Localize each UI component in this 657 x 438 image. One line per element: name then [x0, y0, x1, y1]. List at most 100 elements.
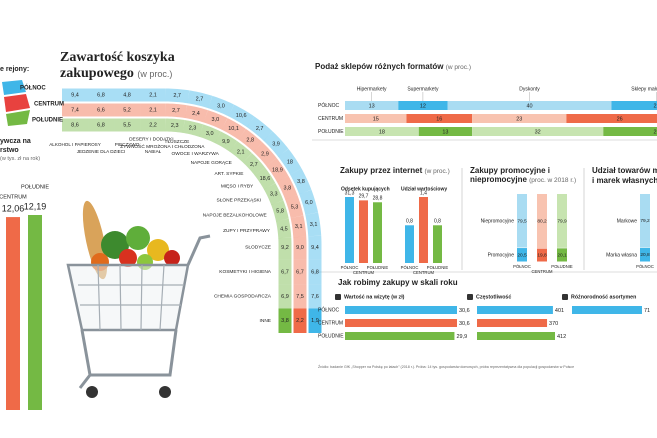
band-segment: [208, 95, 235, 117]
value-label: 80,2: [537, 219, 547, 225]
band-segment: [266, 158, 289, 183]
basket: [66, 263, 190, 332]
category-label: NAPOJE BEZALKOHOLOWE: [203, 212, 267, 218]
stack-segment: [557, 194, 567, 248]
value-label: 10,1: [228, 126, 239, 132]
row-label: POŁUDNIE: [318, 129, 344, 135]
map-region: [6, 110, 30, 126]
stack-segment: [640, 247, 650, 262]
source-note: Źródło: badanie GfK „Shopper na Polskę p…: [318, 365, 575, 369]
value-label: 29,7: [359, 194, 369, 200]
series-label: Markowe: [617, 218, 638, 224]
bar: [6, 217, 20, 410]
category-label: POŁUDNIE: [551, 264, 573, 269]
value-label: 18: [379, 129, 385, 135]
fruit: [164, 250, 180, 266]
bar: [345, 197, 354, 263]
stack-segment: [517, 194, 527, 248]
wheel: [86, 386, 98, 398]
stack-segment: [557, 248, 567, 262]
category-label: POŁUDNIE: [367, 265, 389, 270]
value-label: 2,1: [149, 92, 157, 98]
category-label: POŁUDNIE: [427, 265, 449, 270]
bar: [345, 306, 457, 314]
value-label: 3,1: [295, 224, 303, 230]
row-label: POŁUDNIE: [318, 333, 344, 339]
category-label: PÓŁNOC: [341, 265, 359, 270]
value-label: 2,8: [246, 138, 254, 144]
chart-title: Zawartość koszyka zakupowego (w proc.): [60, 50, 190, 82]
value-label: 2,1: [237, 149, 245, 155]
series-label: Niepromocyjne: [481, 218, 515, 224]
band-segment: [254, 167, 276, 190]
stack-segment: [566, 114, 657, 123]
stack-segment: [406, 114, 473, 123]
value-label: 1,9: [311, 318, 319, 324]
value-label: 3,9: [272, 142, 280, 148]
band-segment: [275, 218, 292, 239]
fruit: [119, 249, 137, 267]
map-region: [4, 94, 30, 112]
stack-segment: [611, 101, 657, 110]
band-segment: [165, 88, 190, 104]
category-label: TŁUSZCZE: [165, 139, 190, 145]
value-label: 3,0: [206, 131, 214, 137]
value-label: 12,19: [24, 201, 47, 211]
band-segment: [243, 153, 265, 176]
value-label: 5,2: [123, 107, 131, 113]
value-label: 5,8: [276, 209, 284, 215]
value-label: 3,0: [217, 103, 225, 109]
category-label: ALKOHOL I PAPIEROSY: [49, 142, 101, 147]
category-label: NAPOJE GORĄCE: [191, 160, 232, 166]
value-label: 19,8: [537, 253, 547, 259]
chart-title: Zakupy promocyjne i niepromocyjne (proc.…: [470, 166, 582, 185]
group-label: Wartość na wizytę (w zł): [344, 294, 405, 300]
value-label: 5,5: [123, 122, 131, 128]
band-segment: [285, 195, 304, 219]
value-label: 3,3: [270, 192, 278, 198]
bar: [433, 225, 442, 263]
value-label: 0,8: [434, 219, 441, 225]
chart-unit: (w tys. zł na rok): [0, 156, 41, 162]
legend-title: e rejony:: [0, 66, 30, 73]
icon: [467, 294, 473, 300]
value-label: 2,2: [296, 318, 304, 324]
band-segment: [277, 175, 298, 200]
series-label: Hipermarkety: [357, 86, 387, 92]
stack-segment: [537, 248, 547, 262]
wheel: [159, 386, 171, 398]
value-label: 3,8: [297, 179, 305, 185]
value-label: 20,8: [640, 252, 650, 258]
bar: [345, 332, 455, 340]
value-label: 9,2: [281, 245, 289, 251]
value-label: 3,8: [284, 185, 292, 191]
value-label: 32: [535, 129, 541, 135]
band-segment: [271, 200, 289, 222]
chart-title: Zakupy przez internet (w proc.): [340, 166, 450, 175]
value-label: 2,2: [149, 122, 157, 128]
value-label: 22: [654, 103, 657, 109]
bar: [477, 306, 553, 314]
value-label: 30,6: [459, 308, 470, 314]
band-segment: [228, 104, 255, 128]
value-label: 40: [526, 103, 532, 109]
cart-illustration: [66, 200, 211, 398]
value-label: 26: [654, 129, 657, 135]
series-label: Supermarkety: [407, 86, 439, 92]
bar: [419, 197, 428, 263]
value-label: 79,5: [517, 218, 527, 224]
value-label: 2,7: [196, 96, 204, 102]
band-segment: [215, 131, 238, 152]
value-label: 16: [436, 116, 442, 122]
value-label: 79,2: [640, 218, 650, 224]
value-label: 6,9: [281, 294, 289, 300]
value-label: 412: [557, 334, 566, 340]
stack-segment: [472, 127, 604, 136]
legend-label: POŁUDNIE: [32, 118, 63, 124]
value-label: 8,6: [71, 122, 79, 128]
stack-segment: [345, 101, 399, 110]
value-label: 4,8: [123, 92, 131, 98]
chart-title: Podaż sklepów różnych formatów (w proc.): [315, 62, 471, 71]
band-segment: [290, 168, 312, 195]
band-segment: [187, 90, 213, 109]
